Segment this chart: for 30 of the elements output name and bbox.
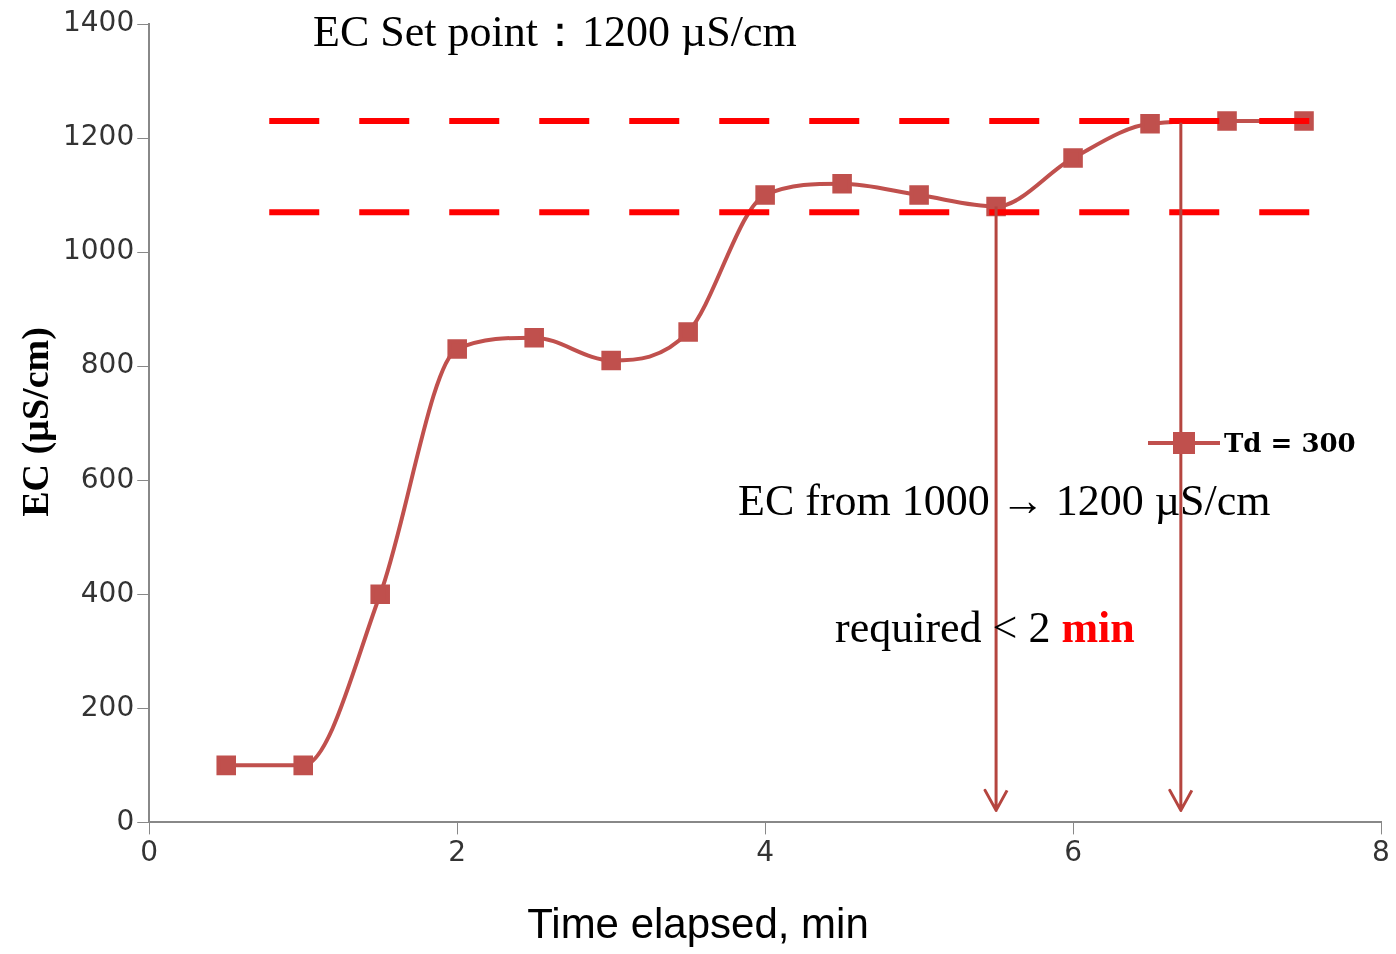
- y-tick-label: 1000: [62, 233, 135, 267]
- legend-label: Td = 300: [1224, 428, 1356, 458]
- x-tick-label: 8: [1372, 835, 1390, 869]
- point: [832, 173, 852, 194]
- point: [524, 327, 544, 348]
- y-tick-label: 0: [116, 803, 135, 837]
- x-tick-label: 6: [1064, 835, 1082, 869]
- point: [909, 185, 929, 205]
- point: [447, 339, 467, 359]
- y-tick-label: 400: [80, 575, 135, 609]
- point: [370, 584, 390, 605]
- x-tick-label: 2: [448, 835, 467, 869]
- y-tick-label: 1200: [62, 119, 135, 153]
- y-tick-label: 800: [80, 347, 135, 381]
- point: [293, 755, 313, 776]
- y-tick-label: 1400: [62, 5, 135, 39]
- point: [1140, 114, 1160, 134]
- point: [755, 185, 775, 205]
- point: [1063, 148, 1083, 168]
- y-tick-label: 600: [80, 461, 135, 495]
- y-axis-title: EC (µS/cm): [13, 326, 57, 519]
- point: [601, 350, 621, 371]
- chart-title: EC Set point：1200 µS/cm: [313, 6, 797, 58]
- point: [216, 755, 237, 776]
- x-tick-label: 0: [140, 835, 159, 869]
- point: [678, 322, 698, 342]
- x-axis-title: Time elapsed, min: [526, 900, 870, 948]
- y-tick-label: 200: [80, 689, 135, 723]
- x-tick-label: 4: [756, 835, 775, 869]
- point: [1217, 111, 1237, 131]
